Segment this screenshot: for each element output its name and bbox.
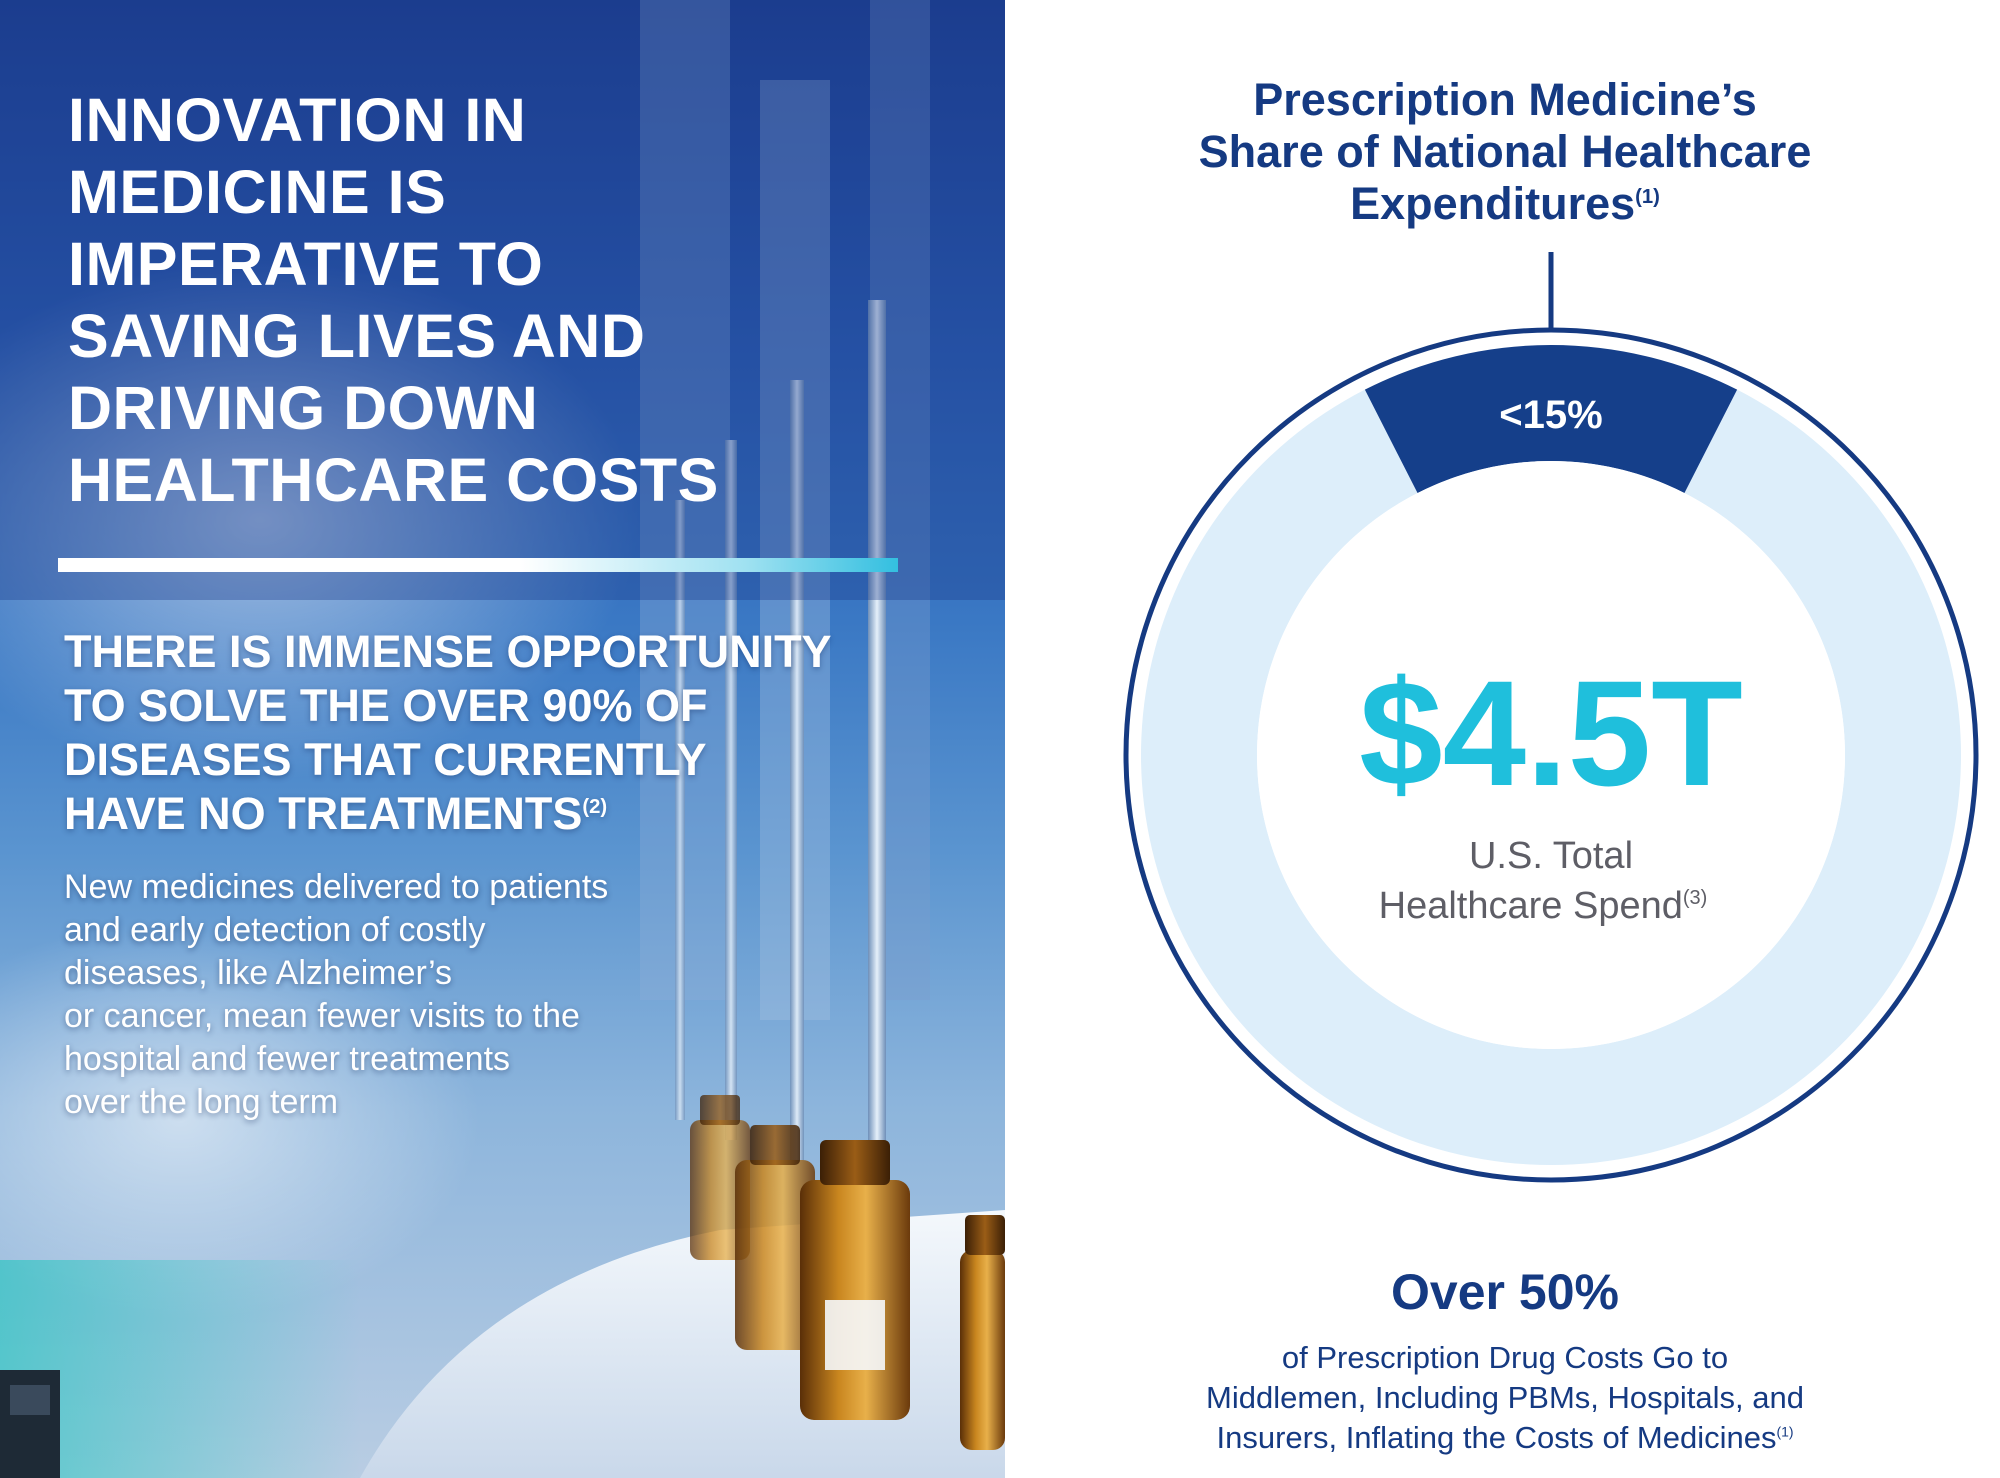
donut-center [1257,461,1845,1049]
subheadline-footnote-ref: (2) [582,796,608,818]
subheadline-text: THERE IS IMMENSE OPPORTUNITY TO SOLVE TH… [64,626,832,839]
chart-title-text: Prescription Medicine’s Share of Nationa… [1198,74,1812,229]
subheadline: THERE IS IMMENSE OPPORTUNITY TO SOLVE TH… [64,625,964,841]
center-value: $4.5T [1359,649,1743,817]
middlemen-share-caption: of Prescription Drug Costs Go to Middlem… [955,1338,2000,1458]
slice-label-prescription-share: <15% [1499,393,1602,437]
middlemen-share-footnote-ref: (1) [1776,1423,1794,1440]
center-label-text: Healthcare Spend [1379,885,1683,927]
middlemen-share-value: Over 50% [1391,1264,1619,1320]
slice-prescription-share [1364,345,1738,494]
chart-title-footnote-ref: (1) [1635,186,1660,208]
right-panel: Prescription Medicine’s Share of Nationa… [1005,0,2000,1478]
divider-bar [58,558,898,572]
donut-slices [1141,345,1961,1165]
body-text: New medicines delivered to patients and … [64,868,609,1121]
middlemen-share-caption-text: of Prescription Drug Costs Go to Middlem… [1206,1340,1804,1455]
slice-remaining-spend [1141,389,1961,1165]
left-panel: INNOVATION IN MEDICINE IS IMPERATIVE TO … [0,0,1005,1478]
medicine-vials-photo [0,0,1005,1478]
donut-chart: <15% $4.5T U.S. Total Healthcare Spend(3… [1123,252,1979,1183]
outer-ring [1123,327,1979,1183]
headline: INNOVATION IN MEDICINE IS IMPERATIVE TO … [68,86,719,514]
center-label-line2: Healthcare Spend(3) [1379,885,1708,927]
center-label-footnote-ref: (3) [1683,887,1707,909]
chart-title: Prescription Medicine’s Share of Nationa… [955,74,2000,230]
center-label-line1: U.S. Total [1469,835,1633,877]
